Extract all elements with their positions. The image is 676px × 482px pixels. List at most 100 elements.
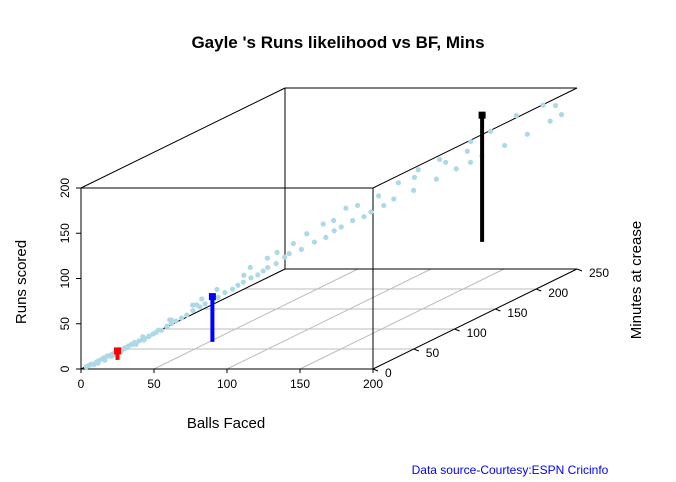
data-point-62 [368, 209, 374, 215]
z-tick-label-4: 200 [58, 178, 72, 198]
data-point-46 [235, 282, 241, 288]
z-tick-label-3: 150 [58, 223, 72, 243]
data-point-98 [274, 249, 280, 256]
y-tick-label-3: 150 [507, 306, 527, 320]
data-point-60 [350, 217, 356, 224]
z-tick-label-2: 100 [58, 268, 72, 288]
data-point-99 [247, 264, 253, 271]
chart-title: Gayle 's Runs likelihood vs BF, Mins [191, 33, 484, 52]
data-point-68 [467, 159, 474, 165]
marker-cap-red [114, 347, 121, 355]
data-point-77 [214, 286, 220, 293]
source-note: Data source-Courtesy:ESPN Cricinfo [412, 463, 609, 477]
data-point-32 [146, 333, 152, 339]
data-point-81 [320, 221, 326, 227]
data-point-96 [331, 217, 337, 224]
x-tick-label-1: 50 [147, 377, 161, 391]
y-tick-label-0: 0 [385, 366, 392, 380]
data-point-44 [222, 289, 228, 296]
y-tick-mark-2 [454, 328, 460, 332]
x-axis-label: Balls Faced [187, 415, 265, 432]
data-point-78 [241, 272, 247, 278]
data-point-59 [338, 224, 344, 230]
data-point-65 [411, 187, 417, 193]
marker-bars [114, 111, 486, 360]
box-edge-xzt-xyzt [372, 87, 578, 189]
data-point-41 [202, 301, 208, 307]
data-point-72 [547, 118, 553, 124]
box-edge-zt-yzt [80, 87, 286, 189]
y-axis-label: Minutes at crease [628, 221, 645, 339]
grid-line-x-2 [226, 268, 432, 370]
data-point-61 [361, 214, 367, 220]
data-point-48 [248, 275, 254, 281]
data-point-57 [323, 234, 329, 240]
y-tick-label-2: 100 [467, 326, 487, 340]
data-point-52 [273, 261, 279, 267]
data-point-94 [411, 174, 418, 180]
data-point-25 [95, 360, 101, 366]
data-point-79 [264, 255, 270, 261]
data-point-103 [130, 341, 136, 347]
box-edge-xe-xye [372, 268, 578, 370]
grid-line-x-3 [299, 268, 505, 370]
data-point-66 [433, 176, 439, 182]
data-point-90 [540, 102, 546, 108]
data-point-67 [453, 166, 459, 172]
data-point-54 [286, 251, 292, 257]
data-point-34 [164, 323, 170, 329]
plot-box [80, 87, 578, 370]
y-tick-mark-0 [372, 368, 379, 372]
data-point-87 [468, 139, 474, 145]
y-tick-label-1: 50 [426, 346, 440, 360]
data-point-73 [558, 112, 565, 118]
data-point-70 [502, 142, 508, 149]
data-point-55 [298, 246, 304, 252]
data-points [83, 102, 565, 370]
data-point-56 [311, 239, 317, 245]
y-tick-label-4: 200 [548, 286, 568, 300]
data-point-97 [304, 231, 310, 237]
z-tick-label-1: 50 [58, 317, 72, 331]
x-tick-label-0: 0 [78, 377, 85, 391]
y-tick-mark-5 [576, 268, 583, 272]
data-point-36 [173, 318, 179, 324]
data-point-93 [443, 159, 449, 165]
data-point-64 [391, 196, 397, 202]
y-tick-mark-3 [495, 308, 501, 312]
y-tick-mark-4 [536, 288, 542, 292]
data-point-39 [190, 308, 196, 314]
data-point-104 [121, 346, 127, 352]
data-point-91 [552, 102, 559, 109]
data-point-80 [290, 240, 296, 247]
data-point-82 [343, 205, 349, 211]
marker-cap-black [478, 111, 486, 119]
data-point-92 [464, 148, 470, 154]
data-point-58 [331, 228, 337, 234]
x-tick-label-4: 200 [363, 377, 383, 391]
z-tick-label-0: 0 [58, 365, 72, 372]
y-tick-mark-1 [413, 348, 419, 352]
data-point-83 [376, 193, 382, 199]
data-point-76 [199, 296, 205, 302]
grid-line-x-1 [153, 268, 359, 370]
y-tick-label-5: 250 [589, 266, 609, 280]
data-point-89 [513, 112, 519, 119]
data-point-101 [167, 317, 173, 323]
data-point-95 [354, 202, 361, 209]
data-point-26 [102, 357, 108, 363]
data-point-50 [260, 268, 266, 274]
data-point-88 [488, 128, 494, 134]
data-point-47 [240, 279, 246, 285]
data-point-71 [524, 131, 531, 137]
data-point-75 [189, 302, 196, 308]
floor-grid [80, 268, 578, 370]
data-point-63 [381, 202, 387, 209]
data-point-84 [395, 180, 402, 186]
x-tick-label-2: 100 [217, 377, 237, 391]
data-point-102 [140, 334, 146, 340]
data-point-43 [215, 294, 221, 300]
data-point-51 [265, 264, 271, 271]
